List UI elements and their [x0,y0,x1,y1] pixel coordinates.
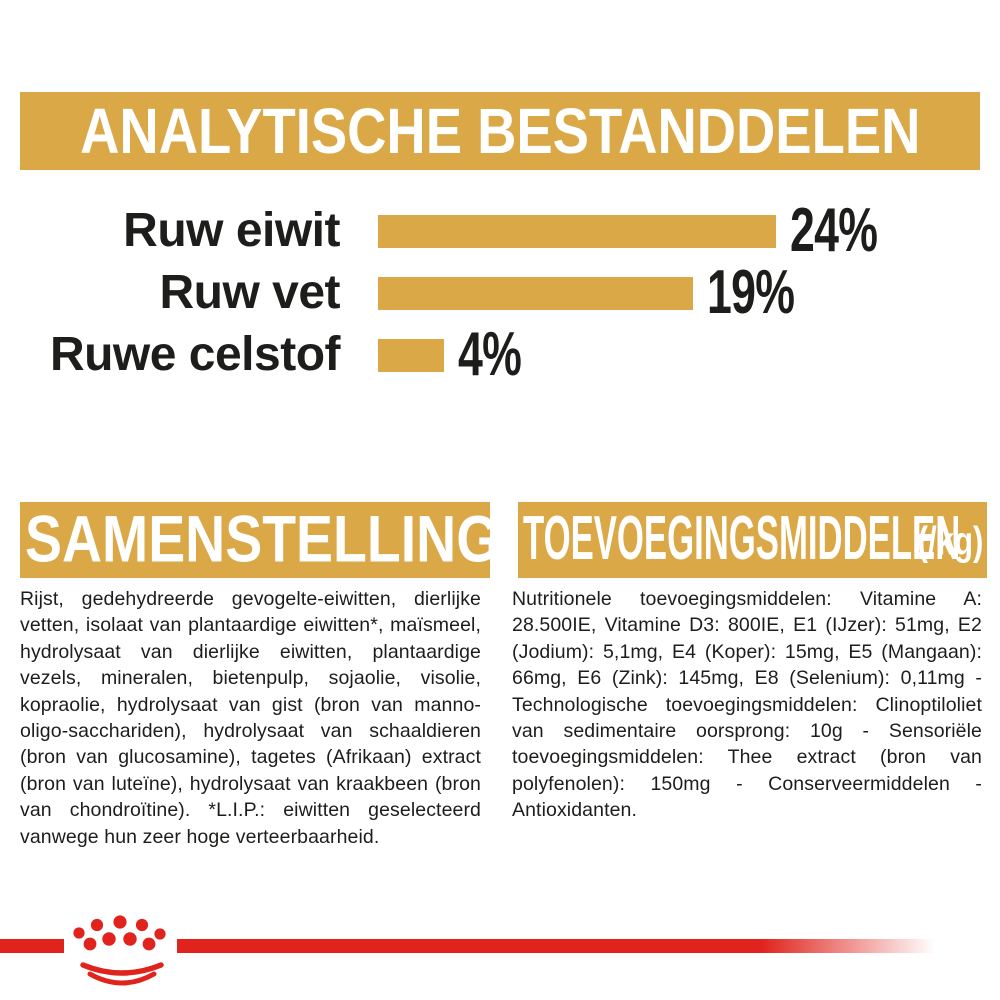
royal-canin-crown-icon [73,915,166,986]
chart-value-label: 19% [707,258,795,327]
chart-bar [378,338,444,372]
analytical-constituents-chart: Ruw eiwit 24% Ruw vet 19% Ruwe celstof 4% [0,200,1000,386]
additives-body: Nutritionele toevoegingsmiddelen: Vitami… [512,588,982,822]
chart-bar [378,214,776,248]
chart-row: Ruwe celstof 4% [0,324,1000,386]
chart-row: Ruw vet 19% [0,262,1000,324]
chart-category-label: Ruw eiwit [123,204,340,257]
chart-value-label: 4% [458,320,522,389]
chart-value-label: 24% [790,196,878,265]
chart-bar [378,276,693,310]
footer-line-left [0,939,64,953]
chart-category-label: Ruwe celstof [49,328,341,381]
composition-header: SAMENSTELLING [20,502,499,578]
composition-title: SAMENSTELLING [25,501,500,576]
additives-unit-suffix: (/kg) [917,519,983,564]
analytical-header-title: ANALYTISCHE BESTANDDELEN [79,95,921,167]
chart-category-label: Ruw vet [159,266,340,319]
footer-line-right [177,939,935,953]
analytical-header-banner: ANALYTISCHE BESTANDDELEN [20,92,980,170]
chart-row: Ruw eiwit 24% [0,200,1000,262]
additives-title: TOEVOEGINGSMIDDELEN [523,503,961,573]
additives-header: TOEVOEGINGSMIDDELEN (/kg) [518,502,987,578]
composition-body: Rijst, gedehydreerde gevogelte-eiwitten,… [20,588,481,848]
